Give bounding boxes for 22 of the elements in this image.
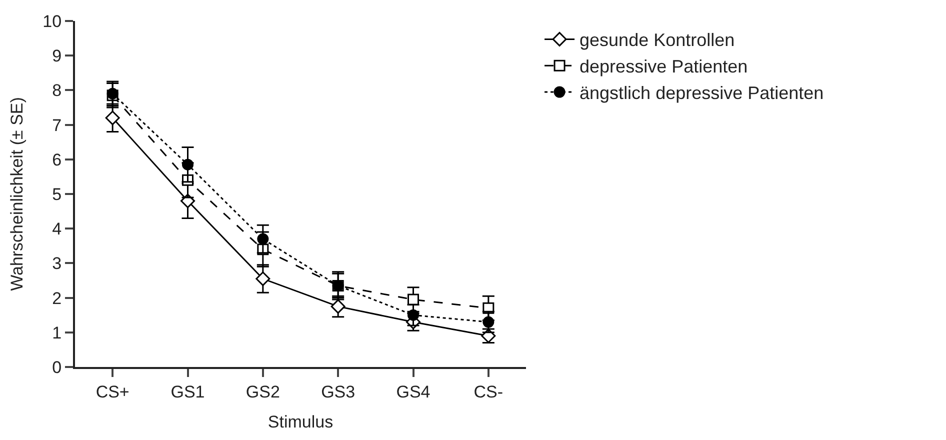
legend-label: ängstlich depressive Patienten <box>580 83 824 104</box>
x-tick-label: CS- <box>474 382 504 402</box>
y-tick-label: 2 <box>52 288 62 308</box>
y-tick-label: 3 <box>52 254 62 274</box>
x-tick-label: GS4 <box>396 382 430 402</box>
x-axis-title: Stimulus <box>268 412 334 432</box>
x-tick-label: CS+ <box>96 382 130 402</box>
y-tick-label: 4 <box>52 220 62 239</box>
y-tick-label: 5 <box>52 184 62 204</box>
y-tick-label: 8 <box>52 81 62 100</box>
x-tick-label: GS2 <box>246 382 280 402</box>
y-tick-label: 10 <box>42 12 62 31</box>
x-tick-label: GS3 <box>321 382 356 402</box>
y-tick-label: 6 <box>52 150 62 170</box>
y-tick-label: 9 <box>52 46 62 66</box>
legend-label: gesunde Kontrollen <box>580 30 735 50</box>
y-tick-label: 1 <box>52 323 62 342</box>
y-tick-label: 0 <box>52 358 62 377</box>
legend-label: depressive Patienten <box>580 56 748 77</box>
x-tick-label: GS1 <box>170 382 205 402</box>
y-axis-title: Wahrscheinlichkeit (± SE) <box>8 97 27 291</box>
y-tick-label: 7 <box>52 116 62 135</box>
